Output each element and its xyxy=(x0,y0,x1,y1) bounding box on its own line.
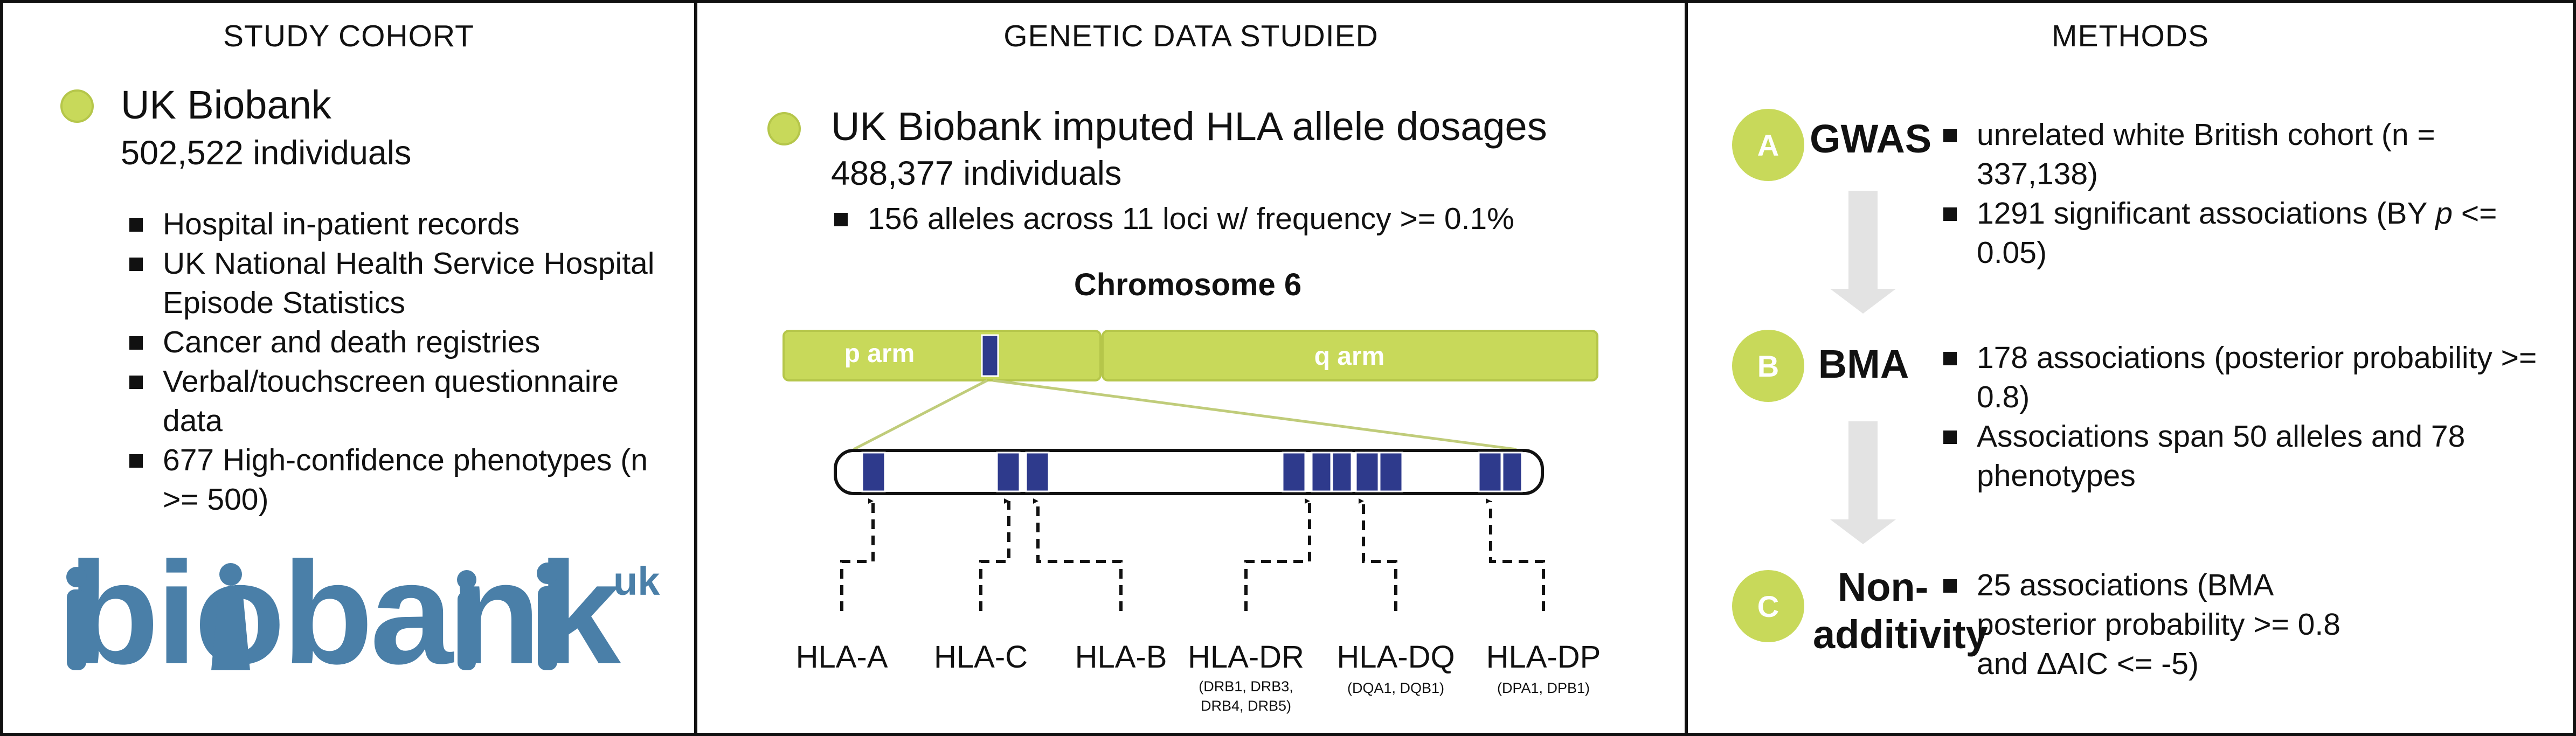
locus-label: HLA-DQ xyxy=(1337,640,1455,675)
hla-region-marker xyxy=(982,335,998,376)
study-cohort-panel: STUDY COHORT UK Biobank 502,522 individu… xyxy=(0,0,697,736)
study-cohort-title: STUDY COHORT xyxy=(3,18,694,54)
q-arm-label: q arm xyxy=(1314,342,1385,371)
locus-connectors xyxy=(842,501,1543,611)
chromosome-title: Chromosome 6 xyxy=(1074,267,1301,302)
cohort-item: Verbal/touchscreen questionnaire data xyxy=(120,362,680,441)
flow-arrow-b-c xyxy=(1830,421,1896,544)
cohort-bullet-dot xyxy=(60,89,94,123)
step-b-items: 178 associations (posterior probability … xyxy=(1934,338,2537,496)
locus-label: HLA-C xyxy=(934,640,1028,675)
cohort-item: Cancer and death registries xyxy=(120,323,680,362)
step-c-item: 25 associations (BMA posterior probabili… xyxy=(1934,566,2343,684)
methods-panel: METHODS A GWAS unrelated white British c… xyxy=(1685,0,2576,736)
locus-label: HLA-DP xyxy=(1486,640,1601,675)
p-arm-label: p arm xyxy=(844,339,915,368)
cohort-item: UK National Health Service Hospital Epis… xyxy=(120,244,680,323)
flow-arrow-a-b xyxy=(1830,191,1896,314)
chromosome-diagram: Chromosome 6 p arm q arm xyxy=(697,3,1685,736)
locus-label: HLA-DR xyxy=(1188,640,1304,675)
step-c-circle: C xyxy=(1732,570,1804,642)
locus-subtext: (DQA1, DQB1) xyxy=(1347,680,1444,696)
step-b-item: Associations span 50 alleles and 78 phen… xyxy=(1934,417,2537,496)
cohort-item: 677 High-confidence phenotypes (n >= 500… xyxy=(120,441,680,519)
cohort-items: Hospital in-patient records UK National … xyxy=(120,205,680,519)
locus-subtext: (DRB1, DRB3, DRB4, DRB5) xyxy=(1176,677,1316,716)
step-a-item: 1291 significant associations (BY p <= 0… xyxy=(1934,194,2537,273)
cohort-name: UK Biobank xyxy=(121,82,331,128)
locus-subtext: (DPA1, DPB1) xyxy=(1497,680,1590,696)
genetic-data-panel: GENETIC DATA STUDIED UK Biobank imputed … xyxy=(694,0,1688,736)
step-a-item: unrelated white British cohort (n = 337,… xyxy=(1934,115,2537,194)
cohort-item: Hospital in-patient records xyxy=(120,205,680,244)
step-b-name: BMA xyxy=(1810,341,1917,388)
cohort-count: 502,522 individuals xyxy=(121,134,411,172)
step-a-name: GWAS xyxy=(1810,115,1917,163)
step-b-item: 178 associations (posterior probability … xyxy=(1934,338,2537,417)
step-b-circle: B xyxy=(1732,330,1804,402)
zoom-line-left xyxy=(854,380,987,449)
hla-dr-subtext-wrap: (DRB1, DRB3, DRB4, DRB5) xyxy=(1176,677,1316,725)
logo-superscript: uk xyxy=(613,559,660,603)
step-c-name: Non-additivity xyxy=(1813,564,1953,658)
locus-label: HLA-B xyxy=(1075,640,1167,675)
hla-region-zoom xyxy=(835,450,1542,494)
step-c-items: 25 associations (BMA posterior probabili… xyxy=(1934,566,2343,684)
zoom-line-right xyxy=(993,380,1516,449)
biobank-logo: biobank uk xyxy=(57,547,661,688)
locus-label: HLA-A xyxy=(796,640,888,675)
step-a-circle: A xyxy=(1732,109,1804,181)
p-arm xyxy=(784,331,1100,380)
step-a-items: unrelated white British cohort (n = 337,… xyxy=(1934,115,2537,273)
